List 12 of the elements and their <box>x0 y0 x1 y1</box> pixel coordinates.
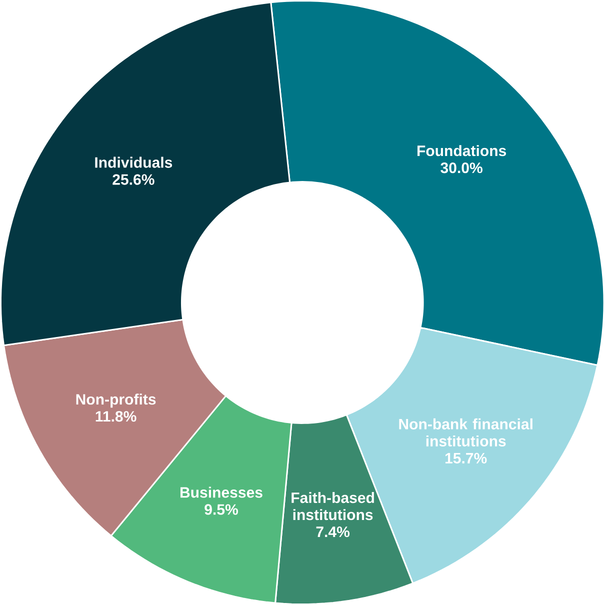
data-label: 30.0% <box>440 162 483 174</box>
slice-label: Foundations <box>418 145 506 156</box>
data-label: 15.7% <box>446 452 487 464</box>
data-label: 7.4% <box>316 526 350 538</box>
slice-label: Non-bank financial institutions <box>399 418 532 446</box>
data-label: 11.8% <box>96 411 136 422</box>
slice-label: Faith-based institutions <box>292 492 374 520</box>
slice-label: Non-profits <box>76 394 156 408</box>
data-label: 9.5% <box>204 504 238 515</box>
slice-label: Businesses <box>180 486 262 498</box>
slice-label: Individuals <box>95 156 172 168</box>
data-label: 25.6% <box>112 174 154 185</box>
